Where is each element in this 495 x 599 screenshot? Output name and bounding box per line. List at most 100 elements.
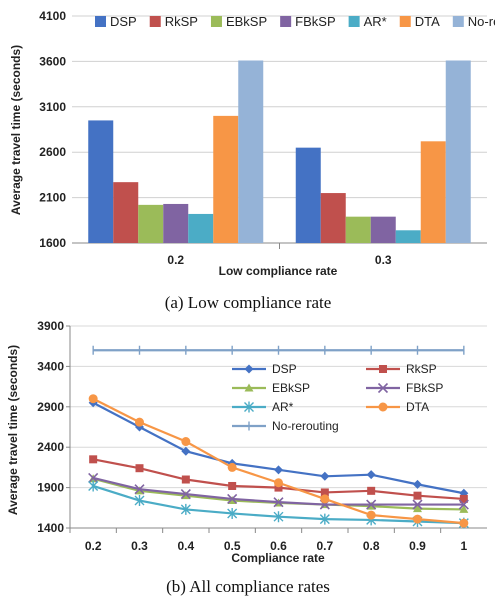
legend-label: DSP xyxy=(110,14,137,29)
bar-RkSP xyxy=(113,182,139,243)
bar-EBkSP xyxy=(345,216,371,243)
y-tick-label: 1900 xyxy=(37,481,64,495)
x-tick-label: 0.5 xyxy=(224,539,241,553)
legend-label: No-rerouting xyxy=(272,419,339,433)
x-tick-label: 1 xyxy=(460,539,467,553)
y-tick-labels: 1600 2100 2600 3100 3600 4100 xyxy=(39,9,66,250)
x-tick-label: 0.3 xyxy=(131,539,148,553)
data-point xyxy=(180,503,191,515)
legend-label: AR* xyxy=(364,14,387,29)
data-point xyxy=(366,510,376,520)
bar-DTA xyxy=(420,141,446,243)
data-point xyxy=(459,518,469,528)
bar-DSP xyxy=(88,120,114,243)
y-axis-label: Average travel time (seconds) xyxy=(6,345,20,515)
y-tick-label: 2400 xyxy=(37,440,64,454)
legend-swatch xyxy=(210,16,222,27)
data-point xyxy=(273,497,284,508)
x-tick-label: 0.3 xyxy=(375,253,392,267)
data-point xyxy=(320,488,329,497)
x-tick-label: 0.9 xyxy=(409,539,426,553)
legend: DSP RkSP EBkSP FBkSP AR* DTA No-rerouting xyxy=(232,362,443,433)
legend-label: AR* xyxy=(272,400,294,414)
legend: DSP RkSP EBkSP FBkSP AR* DTA No-rerouting xyxy=(95,14,495,29)
series-No-rerouting xyxy=(92,345,465,355)
data-point xyxy=(244,401,254,413)
legend-label: No-rerouting xyxy=(468,14,495,29)
series-DTA xyxy=(88,394,469,528)
data-point xyxy=(135,464,144,473)
y-tick-label: 3900 xyxy=(37,319,64,333)
y-axis-label: Average travel time (seconds) xyxy=(9,45,23,215)
legend-swatch xyxy=(399,16,411,27)
y-tick-label: 2900 xyxy=(37,400,64,414)
data-point xyxy=(227,493,238,504)
x-tick-label: 0.6 xyxy=(270,539,287,553)
data-point xyxy=(181,446,191,456)
y-tick-label: 1600 xyxy=(39,236,66,250)
legend-label: DSP xyxy=(272,362,297,376)
line-chart: 1400 1900 2400 2900 3400 3900 Average travel … xyxy=(6,319,487,596)
y-gridlines xyxy=(72,15,487,199)
y-tick-label: 2600 xyxy=(39,145,66,159)
caption-b: (b) All compliance rates xyxy=(166,577,330,596)
legend-label: DTA xyxy=(415,14,440,29)
bar-AR* xyxy=(188,213,214,243)
bar-chart: 1600 2100 2600 3100 3600 4100 Average travel … xyxy=(9,9,495,312)
data-point xyxy=(273,511,284,523)
bar-DSP xyxy=(295,147,321,243)
legend-label: EBkSP xyxy=(226,14,267,29)
bar-DTA xyxy=(213,115,239,243)
x-axis-label: Low compliance rate xyxy=(219,264,338,278)
data-point xyxy=(320,471,330,481)
y-tick-label: 3400 xyxy=(37,359,64,373)
data-point xyxy=(181,437,191,447)
legend-label: RkSP xyxy=(406,362,437,376)
legend-label: EBkSP xyxy=(272,381,310,395)
x-tick-label: 0.2 xyxy=(85,539,102,553)
legend-item: FBkSP xyxy=(366,381,443,395)
legend-item: AR* xyxy=(232,400,294,414)
data-point xyxy=(367,486,376,495)
data-point xyxy=(413,504,422,513)
legend-item: DTA xyxy=(366,400,429,414)
data-point xyxy=(227,462,237,472)
bar-RkSP xyxy=(320,193,346,243)
legend-swatch xyxy=(348,16,360,27)
bars xyxy=(88,60,471,243)
data-point xyxy=(135,417,144,427)
data-point xyxy=(244,364,254,374)
data-point xyxy=(459,504,469,513)
bar-AR* xyxy=(395,230,421,243)
legend-swatch xyxy=(149,16,161,27)
data-point xyxy=(366,499,377,510)
bar-FBkSP xyxy=(370,216,396,243)
data-point xyxy=(134,484,145,495)
data-point xyxy=(181,475,190,484)
legend-item: DSP xyxy=(232,362,297,376)
y-tick-label: 1400 xyxy=(37,521,64,535)
data-point xyxy=(377,382,389,394)
data-point xyxy=(379,365,387,373)
y-tick-label: 2100 xyxy=(39,191,66,205)
data-point xyxy=(458,499,469,510)
x-tick-label: 0.7 xyxy=(316,539,333,553)
bar-FBkSP xyxy=(163,203,189,243)
data-point xyxy=(413,491,422,500)
legend-label: DTA xyxy=(406,400,429,414)
data-point xyxy=(459,494,468,503)
y-tick-label: 3100 xyxy=(39,100,66,114)
legend-label: FBkSP xyxy=(406,381,443,395)
series-AR* xyxy=(88,480,469,529)
bar-EBkSP xyxy=(138,204,164,243)
legend-item: RkSP xyxy=(366,362,437,376)
caption-a: (a) Low compliance rate xyxy=(165,293,332,312)
x-tick-label: 0.2 xyxy=(167,253,184,267)
data-point xyxy=(134,495,145,507)
data-point xyxy=(412,499,423,510)
data-point xyxy=(320,494,330,504)
data-point xyxy=(244,383,254,392)
y-tick-label: 3600 xyxy=(39,54,66,68)
x-tick-label: 0.4 xyxy=(177,539,194,553)
